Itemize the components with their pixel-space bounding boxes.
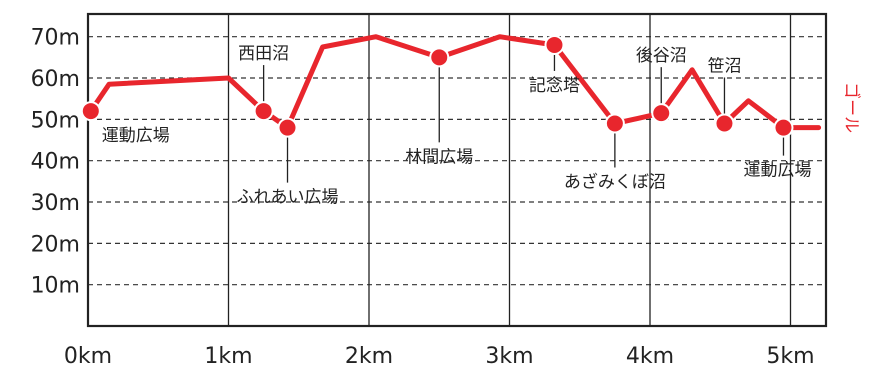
x-tick-label: 0km xyxy=(64,344,112,369)
landmark-label: 運動広場 xyxy=(743,161,811,181)
elevation-line xyxy=(88,34,822,131)
landmark-marker xyxy=(546,36,563,53)
y-axis-ticks: 10m 20m 30m 40m 50m 60m 70m xyxy=(31,26,80,299)
landmark-label: 林間広場 xyxy=(405,147,473,167)
landmark-marker xyxy=(653,105,670,122)
grid-lines xyxy=(88,14,826,326)
y-tick-label: 20m xyxy=(31,232,80,257)
landmark-marker xyxy=(255,103,272,120)
y-tick-label: 10m xyxy=(31,274,80,299)
x-axis-ticks: 0km 1km 2km 3km 4km 5km xyxy=(64,344,815,369)
x-tick-label: 3km xyxy=(485,344,533,369)
plot-frame xyxy=(86,12,828,328)
landmark-marker xyxy=(775,119,792,136)
y-tick-label: 60m xyxy=(31,67,80,92)
landmark-marker xyxy=(431,49,448,66)
x-tick-label: 4km xyxy=(626,344,674,369)
landmark-label: 西田沼 xyxy=(238,44,289,64)
y-tick-label: 40m xyxy=(31,150,80,175)
annotation-leaders xyxy=(262,52,785,183)
y-tick-label: 30m xyxy=(31,191,80,216)
landmark-marker xyxy=(279,119,296,136)
x-tick-label: 5km xyxy=(766,344,814,369)
goal-label: ゴール xyxy=(841,82,862,133)
x-tick-label: 2km xyxy=(345,344,393,369)
landmark-markers xyxy=(80,34,794,138)
landmark-label: 記念塔 xyxy=(529,75,580,96)
landmark-label: ふれあい広場 xyxy=(237,188,339,208)
landmark-marker xyxy=(716,115,733,132)
landmark-label: 運動広場 xyxy=(102,126,170,146)
landmark-label: 笹沼 xyxy=(707,56,741,76)
x-tick-label: 1km xyxy=(204,344,252,369)
landmark-label: 後谷沼 xyxy=(636,46,687,66)
y-tick-label: 70m xyxy=(31,26,80,51)
y-tick-label: 50m xyxy=(31,108,80,133)
landmark-marker xyxy=(606,115,623,132)
landmark-marker xyxy=(82,103,99,120)
landmark-label: あざみくぼ沼 xyxy=(564,171,666,192)
